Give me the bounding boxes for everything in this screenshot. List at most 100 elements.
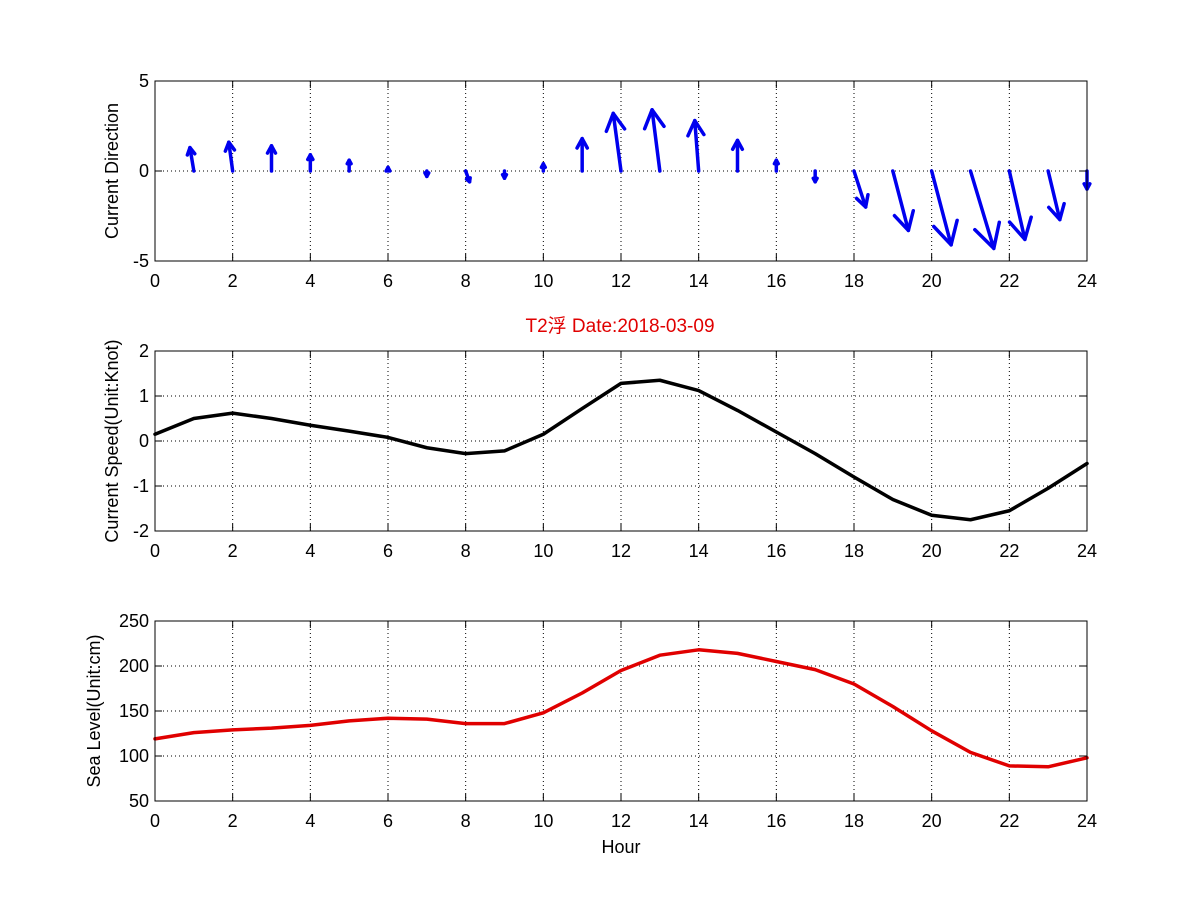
y-tick-label: 100	[119, 746, 149, 766]
x-tick-label: 8	[461, 541, 471, 561]
y-tick-label: 0	[139, 161, 149, 181]
arrow	[500, 169, 509, 180]
arrow-shaft	[1007, 169, 1027, 242]
arrow-head	[811, 176, 819, 184]
x-tick-label: 16	[766, 811, 786, 831]
arrow-head	[932, 218, 959, 247]
x-tick-label: 10	[533, 541, 553, 561]
arrow-shaft	[611, 111, 623, 173]
y-axis-label: Current Speed(Unit:Knot)	[102, 339, 122, 542]
x-tick-label: 0	[150, 811, 160, 831]
y-axis-label: Sea Level(Unit:cm)	[84, 634, 104, 787]
y-tick-label: -2	[133, 521, 149, 541]
x-tick-label: 2	[228, 811, 238, 831]
x-tick-label: 2	[228, 271, 238, 291]
grid	[155, 621, 1087, 801]
y-tick-label: 0	[139, 431, 149, 451]
x-tick-label: 18	[844, 811, 864, 831]
x-tick-label: 24	[1077, 811, 1097, 831]
arrow	[306, 153, 315, 173]
arrow-head	[464, 176, 472, 184]
x-tick-label: 18	[844, 541, 864, 561]
x-tick-label: 22	[999, 811, 1019, 831]
arrow	[384, 165, 392, 173]
figure-title: T2浮 Date:2018-03-09	[525, 315, 714, 337]
arrow-head	[892, 208, 916, 233]
x-tick-label: 24	[1077, 541, 1097, 561]
y-tick-label: -5	[133, 251, 149, 271]
arrow-head	[185, 145, 197, 157]
arrow	[539, 162, 548, 173]
arrow-head	[642, 108, 666, 131]
x-tick-label: 4	[305, 811, 315, 831]
x-tick-label: 6	[383, 271, 393, 291]
y-tick-label: 50	[129, 791, 149, 811]
x-tick-label: 20	[922, 541, 942, 561]
arrow	[185, 145, 197, 173]
x-tick-label: 22	[999, 541, 1019, 561]
arrow	[423, 169, 431, 179]
x-tick-label: 14	[689, 271, 709, 291]
ticks: 0 2 4 6 8 10 12 14 16 18 20 22 24-505	[133, 71, 1097, 291]
x-tick-label: 16	[766, 541, 786, 561]
arrow-shaft	[929, 169, 953, 247]
arrow-shaft	[693, 118, 701, 173]
x-tick-label: 24	[1077, 271, 1097, 291]
arrow	[811, 169, 819, 184]
y-tick-label: 200	[119, 656, 149, 676]
y-tick-label: 250	[119, 611, 149, 631]
series-line-1	[153, 378, 1089, 522]
arrow-head	[686, 118, 706, 138]
x-tick-label: 10	[533, 811, 553, 831]
arrow-head	[772, 158, 781, 166]
arrow-shaft	[188, 145, 196, 173]
y-tick-label: 150	[119, 701, 149, 721]
arrow-shaft	[650, 108, 662, 173]
arrow	[575, 136, 590, 173]
arrow-head	[1007, 215, 1033, 242]
arrow	[642, 108, 666, 173]
x-tick-label: 2	[228, 541, 238, 561]
x-tick-label: 12	[611, 271, 631, 291]
arrow-head	[854, 192, 870, 209]
x-tick-label: 12	[611, 541, 631, 561]
arrow-head	[973, 220, 1002, 251]
arrow-shaft	[852, 169, 868, 209]
arrow	[929, 169, 959, 247]
arrow	[772, 158, 781, 173]
y-axis-label: Current Direction	[102, 103, 122, 239]
y-tick-label: 5	[139, 71, 149, 91]
arrow-shaft	[891, 169, 911, 233]
arrow	[1046, 169, 1066, 222]
arrow-head	[1047, 201, 1066, 222]
x-tick-label: 8	[461, 271, 471, 291]
y-tick-label: 1	[139, 386, 149, 406]
x-tick-label: 0	[150, 271, 160, 291]
x-tick-label: 20	[922, 811, 942, 831]
arrows	[185, 108, 1092, 251]
arrow-shaft	[227, 140, 235, 173]
arrow-shaft	[1046, 169, 1062, 222]
arrow-head	[539, 162, 548, 170]
x-tick-label: 20	[922, 271, 942, 291]
arrow-head	[423, 171, 431, 179]
x-tick-label: 8	[461, 811, 471, 831]
arrow-shaft	[968, 169, 996, 251]
x-tick-label: 6	[383, 541, 393, 561]
arrow	[891, 169, 916, 233]
arrow-head	[223, 140, 237, 153]
arrow-head	[306, 153, 315, 162]
series-line-1	[153, 648, 1089, 769]
x-tick-label: 4	[305, 541, 315, 561]
arrow	[686, 118, 706, 173]
y-tick-label: -1	[133, 476, 149, 496]
x-tick-label: 10	[533, 271, 553, 291]
arrow-head	[604, 111, 627, 134]
arrow-head	[345, 158, 353, 166]
grid	[155, 351, 1087, 531]
arrow-head	[730, 138, 745, 152]
